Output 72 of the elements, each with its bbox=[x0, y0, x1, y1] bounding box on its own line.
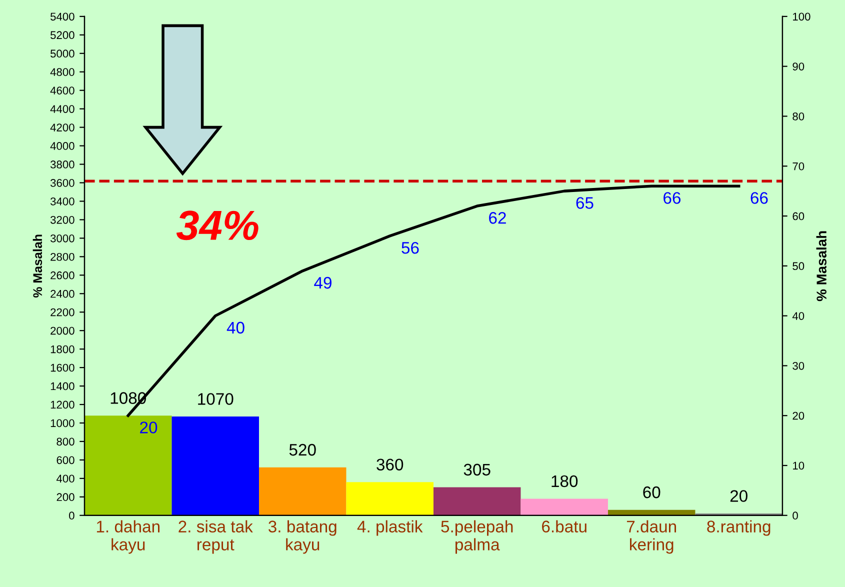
y-tick-label: 3200 bbox=[50, 216, 74, 224]
y-tick-label: 5400 bbox=[50, 12, 74, 21]
data-label: 40 bbox=[226, 322, 244, 334]
x-tick-label: 6.batu bbox=[542, 520, 586, 532]
bar bbox=[608, 510, 696, 516]
y-tick-label: 4600 bbox=[50, 86, 74, 94]
y2-tick-label: 40 bbox=[792, 312, 804, 320]
y2-tick-label: 20 bbox=[792, 412, 804, 420]
y2-tick-label: 80 bbox=[792, 112, 804, 120]
x-tick-label: 7.daun kering bbox=[626, 520, 676, 554]
data-label: 1070 bbox=[198, 393, 234, 405]
y2-tick-label: 70 bbox=[792, 162, 804, 170]
y-tick-label: 3600 bbox=[50, 179, 74, 187]
y-tick-label: 3400 bbox=[50, 198, 74, 206]
data-label: 520 bbox=[289, 444, 316, 456]
y-tick-label: 1000 bbox=[50, 419, 74, 428]
y2-tick-label: 10 bbox=[793, 462, 804, 470]
x-tick-label: 4. plastik bbox=[357, 520, 423, 536]
x-tick-label: 5.pelepah palma bbox=[441, 520, 513, 554]
y-tick-label: 3800 bbox=[50, 160, 74, 168]
data-label: 305 bbox=[464, 464, 490, 476]
y2-tick-label: 100 bbox=[793, 12, 810, 21]
y-tick-label: 1600 bbox=[50, 364, 74, 372]
y2-tick-label: 30 bbox=[792, 362, 804, 370]
x-tick-label: 2. sisa tak reput bbox=[178, 520, 253, 554]
y-axis-title: % Masalah bbox=[32, 234, 42, 298]
data-label: 56 bbox=[402, 242, 419, 254]
data-label: 66 bbox=[750, 192, 768, 204]
y2-axis-title: % Masalah bbox=[816, 231, 826, 302]
data-label: 66 bbox=[664, 192, 681, 204]
y-tick-label: 600 bbox=[56, 456, 74, 464]
data-label: 60 bbox=[643, 486, 660, 498]
x-tick-label: 1. dahan kayu bbox=[96, 520, 160, 554]
y-tick-label: 2400 bbox=[50, 290, 74, 298]
y-tick-label: 2600 bbox=[50, 271, 74, 280]
x-tick-label: 8.ranting bbox=[707, 520, 770, 536]
y-tick-label: 2200 bbox=[50, 308, 74, 316]
y-tick-label: 1800 bbox=[50, 345, 74, 354]
y-tick-label: 1400 bbox=[50, 382, 74, 390]
y-tick-label: 2800 bbox=[50, 252, 74, 261]
annotation: 34% bbox=[176, 210, 258, 240]
data-label: 20 bbox=[140, 422, 158, 434]
bar bbox=[520, 498, 608, 516]
y2-tick-label: 0 bbox=[792, 512, 798, 520]
data-label: 360 bbox=[376, 458, 404, 470]
y-tick-label: 0 bbox=[69, 512, 74, 520]
data-label: 49 bbox=[314, 276, 332, 289]
y-tick-label: 200 bbox=[56, 493, 74, 502]
y-tick-label: 4000 bbox=[50, 142, 74, 150]
bar bbox=[84, 416, 172, 516]
y-tick-label: 2000 bbox=[50, 326, 74, 335]
y2-tick-label: 90 bbox=[792, 62, 804, 70]
y-tick-label: 5000 bbox=[50, 50, 74, 58]
y-tick-label: 4400 bbox=[50, 105, 74, 113]
y2-tick-label: 50 bbox=[792, 262, 804, 270]
y-tick-label: 3000 bbox=[50, 234, 74, 242]
y-tick-label: 4200 bbox=[50, 124, 74, 132]
bar bbox=[172, 416, 259, 516]
y-tick-label: 4800 bbox=[50, 68, 74, 76]
bar bbox=[258, 467, 346, 516]
data-label: 65 bbox=[576, 197, 594, 209]
data-label: 180 bbox=[552, 475, 578, 488]
y-tick-label: 400 bbox=[56, 474, 74, 483]
y-tick-label: 5200 bbox=[50, 31, 74, 40]
bar bbox=[433, 487, 521, 516]
y2-tick-label: 60 bbox=[792, 212, 804, 220]
y-tick-label: 800 bbox=[56, 438, 74, 446]
x-tick-label: 3. batang kayu bbox=[268, 520, 336, 554]
data-label: 62 bbox=[489, 212, 506, 224]
data-label: 20 bbox=[730, 490, 748, 502]
y-tick-label: 1200 bbox=[50, 400, 74, 409]
bar bbox=[346, 482, 434, 516]
